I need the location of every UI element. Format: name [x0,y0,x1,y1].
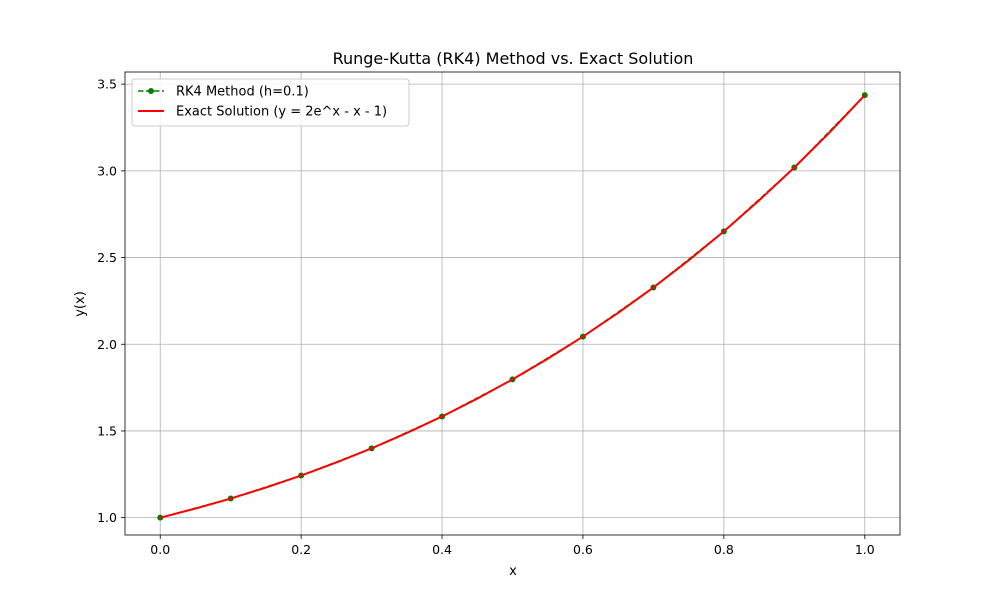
y-tick-label: 3.5 [97,77,117,92]
y-tick-label: 1.5 [97,423,117,438]
x-axis-label: x [509,564,517,579]
legend: RK4 Method (h=0.1) Exact Solution (y = 2… [131,78,410,127]
x-tick-label: 0.2 [291,542,311,557]
y-tick-label: 2.0 [97,337,117,352]
x-tick-label: 0.6 [573,542,593,557]
grid-layer [125,72,900,535]
y-tick-label: 3.0 [97,163,117,178]
chart-title: Runge-Kutta (RK4) Method vs. Exact Solut… [333,49,694,68]
series-line-exact [159,94,866,519]
x-tick-label: 0.8 [714,542,734,557]
legend-rk4-label: RK4 Method (h=0.1) [176,85,309,100]
series-layer [157,92,868,521]
plot-frame [124,71,901,536]
x-tick-label: 0.4 [432,542,452,557]
axes-layer: 0.0 0.2 0.4 0.6 0.8 1.0 1.0 1.5 2.0 2.5 3.0 3.5 [97,77,875,557]
legend-rk4-marker [148,88,154,94]
rk4-point [157,514,164,521]
series-line-rk4 [160,94,866,519]
x-tick-label: 0.0 [150,542,170,557]
y-tick-label: 2.5 [97,250,117,265]
legend-exact-label: Exact Solution (y = 2e^x - x - 1) [176,105,387,120]
frame-layer [124,71,901,536]
y-axis-label: y(x) [73,291,88,317]
x-tick-label: 1.0 [855,542,875,557]
legend-box [131,78,410,127]
y-tick-label: 1.0 [97,510,117,525]
